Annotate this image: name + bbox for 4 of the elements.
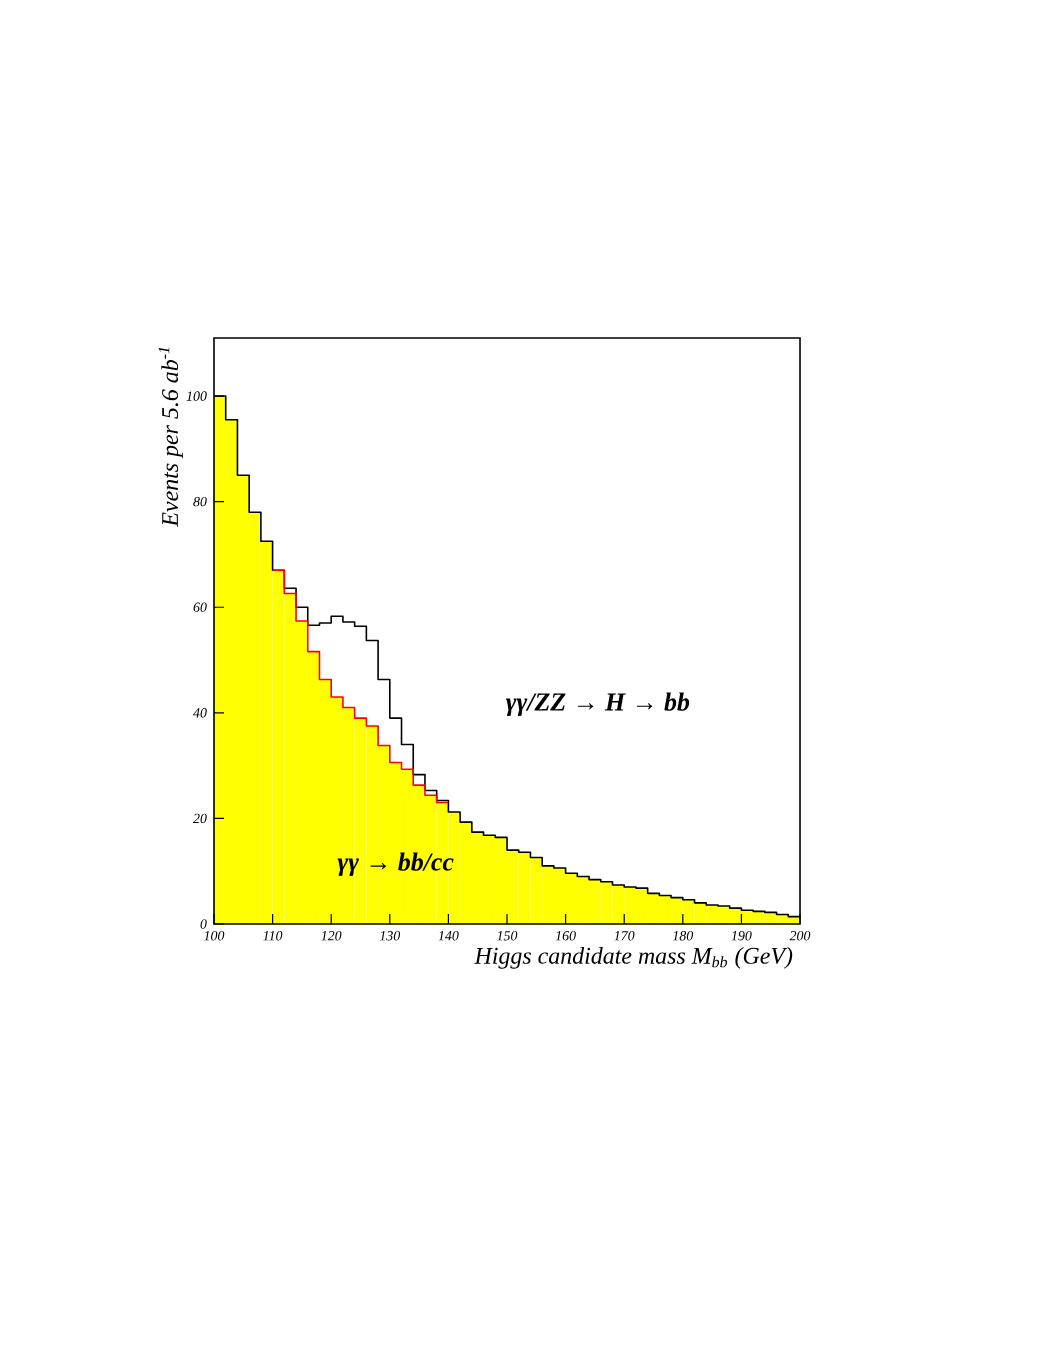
y-axis-title: Events per 5.6 ab$^{-1}$ [158,347,183,527]
x-axis-title: Higgs candidate mass M$_{bb}$ (GeV) [474,947,793,969]
annotation: γγ → bb/cc [337,852,454,876]
annotation: γγ/ZZ → H → bb [505,692,690,716]
